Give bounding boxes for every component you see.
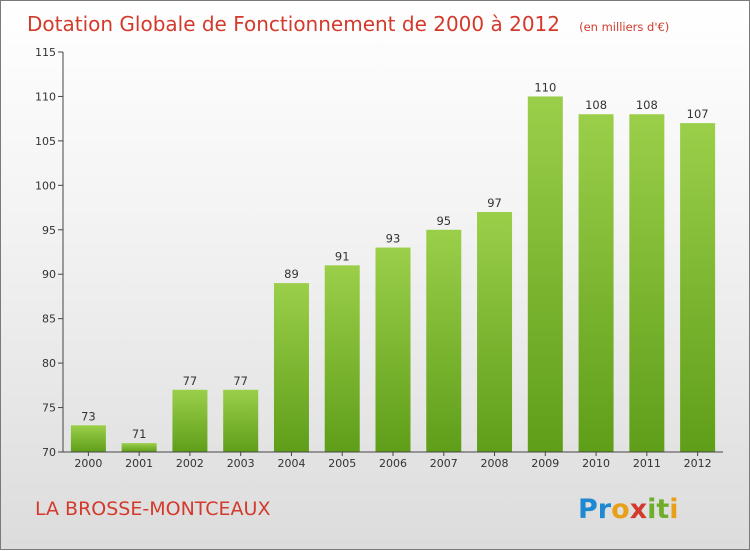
- data-label-2001: 71: [132, 427, 147, 441]
- bar-2002: [172, 389, 208, 452]
- y-tick-label: 95: [42, 224, 56, 237]
- data-label-2002: 77: [183, 374, 198, 388]
- logo-letter: o: [611, 494, 630, 525]
- y-tick-label: 90: [42, 268, 56, 281]
- data-label-2011: 108: [636, 98, 658, 112]
- x-tick-label: 2009: [531, 457, 559, 470]
- bar-2008: [477, 212, 513, 452]
- bar-2009: [527, 96, 563, 452]
- y-tick-label: 110: [35, 90, 56, 103]
- proxiti-logo: Proxiti: [578, 494, 679, 525]
- bar-2001: [121, 443, 157, 452]
- logo-letter: i: [669, 494, 678, 525]
- y-tick-label: 75: [42, 402, 56, 415]
- x-tick-label: 2010: [582, 457, 610, 470]
- x-tick-label: 2006: [379, 457, 407, 470]
- logo-letter: i: [647, 494, 656, 525]
- logo-letter: t: [656, 494, 669, 525]
- y-axis-ticks: 70 75 80 85 90 95 100 105 110 115: [35, 46, 63, 459]
- data-label-2010: 108: [585, 98, 607, 112]
- x-tick-label: 2011: [633, 457, 661, 470]
- y-tick-label: 105: [35, 135, 56, 148]
- data-label-2006: 93: [386, 232, 401, 246]
- data-label-2009: 110: [534, 80, 556, 94]
- bar-2007: [426, 229, 462, 452]
- bar-2003: [223, 389, 259, 452]
- chart-title: Dotation Globale de Fonctionnement de 20…: [27, 12, 669, 36]
- data-label-2012: 107: [687, 107, 709, 121]
- bar-2010: [578, 114, 614, 452]
- data-label-2005: 91: [335, 249, 350, 263]
- chart-subtitle: (en milliers d'€): [579, 20, 669, 34]
- data-label-2007: 95: [436, 214, 451, 228]
- bars: 73 71 77 77 89 91 93 95 97 110 108 108 107: [70, 80, 716, 452]
- logo-letter: r: [598, 494, 612, 525]
- y-tick-label: 85: [42, 313, 56, 326]
- y-tick-label: 100: [35, 179, 56, 192]
- x-tick-label: 2000: [74, 457, 102, 470]
- data-label-2000: 73: [81, 409, 96, 423]
- y-tick-label: 70: [42, 446, 56, 459]
- chart-title-text: Dotation Globale de Fonctionnement de 20…: [27, 12, 560, 36]
- y-tick-label: 80: [42, 357, 56, 370]
- bar-2004: [273, 283, 309, 452]
- x-tick-label: 2012: [684, 457, 712, 470]
- bar-2000: [70, 425, 106, 452]
- x-tick-label: 2001: [125, 457, 153, 470]
- data-label-2004: 89: [284, 267, 299, 281]
- x-tick-label: 2003: [227, 457, 255, 470]
- x-tick-label: 2004: [277, 457, 305, 470]
- commune-name: LA BROSSE-MONTCEAUX: [35, 498, 270, 520]
- x-tick-label: 2008: [481, 457, 509, 470]
- bar-2005: [324, 265, 360, 452]
- bar-2011: [629, 114, 665, 452]
- data-label-2008: 97: [487, 196, 502, 210]
- bar-2012: [680, 123, 716, 452]
- logo-letter: x: [630, 494, 647, 525]
- bar-2006: [375, 247, 411, 452]
- x-tick-label: 2007: [430, 457, 458, 470]
- logo-letter: P: [578, 494, 598, 525]
- x-tick-label: 2005: [328, 457, 356, 470]
- x-tick-label: 2002: [176, 457, 204, 470]
- y-tick-label: 115: [35, 46, 56, 59]
- x-axis-ticks: 2000 2001 2002 2003 2004 2005 2006 2007 2008 2009…: [74, 452, 712, 470]
- data-label-2003: 77: [233, 374, 248, 388]
